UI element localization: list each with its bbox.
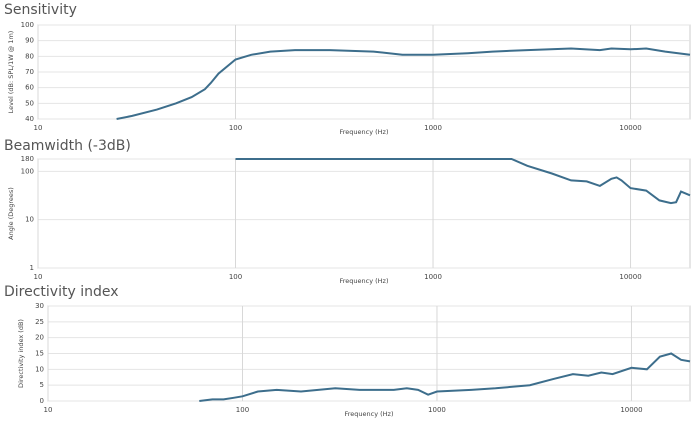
y-tick-label: 10 bbox=[35, 365, 44, 373]
y-tick-label: 1 bbox=[30, 264, 34, 272]
chart-title: Sensitivity bbox=[4, 2, 77, 18]
y-tick-label: 25 bbox=[35, 318, 44, 326]
y-tick-label: 100 bbox=[21, 21, 34, 29]
y-tick-label: 0 bbox=[40, 397, 44, 405]
x-tick-label: 100 bbox=[229, 273, 242, 281]
y-tick-label: 20 bbox=[35, 334, 44, 342]
y-tick-label: 40 bbox=[25, 115, 34, 123]
y-tick-label: 15 bbox=[35, 350, 44, 358]
y-tick-label: 50 bbox=[25, 99, 34, 107]
y-tick-label: 180 bbox=[21, 155, 34, 163]
plot-area bbox=[37, 158, 691, 269]
x-tick-label: 10000 bbox=[619, 273, 641, 281]
data-line bbox=[116, 47, 691, 120]
y-axis-label: Level (dB: SPL/1W @ 1m) bbox=[7, 31, 15, 114]
y-axis-label: Angle (Degrees) bbox=[7, 187, 15, 240]
data-line bbox=[199, 352, 691, 402]
x-tick-label: 10000 bbox=[620, 406, 642, 414]
x-tick-label: 100 bbox=[229, 124, 242, 132]
y-tick-label: 90 bbox=[25, 37, 34, 45]
y-tick-label: 100 bbox=[21, 167, 34, 175]
x-tick-label: 1000 bbox=[424, 124, 442, 132]
y-tick-label: 5 bbox=[40, 381, 44, 389]
x-axis-label: Frequency (Hz) bbox=[344, 410, 393, 418]
x-tick-label: 10 bbox=[34, 124, 43, 132]
x-tick-label: 1000 bbox=[428, 406, 446, 414]
y-tick-label: 10 bbox=[25, 216, 34, 224]
y-tick-label: 80 bbox=[25, 52, 34, 60]
y-tick-label: 30 bbox=[35, 302, 44, 310]
y-tick-label: 70 bbox=[25, 68, 34, 76]
x-tick-label: 1000 bbox=[424, 273, 442, 281]
chart-title: Beamwidth (-3dB) bbox=[4, 138, 131, 154]
x-axis-label: Frequency (Hz) bbox=[339, 277, 388, 285]
x-tick-label: 10000 bbox=[619, 124, 641, 132]
x-tick-label: 100 bbox=[236, 406, 249, 414]
x-tick-label: 10 bbox=[34, 273, 43, 281]
x-axis-label: Frequency (Hz) bbox=[339, 128, 388, 136]
chart-title: Directivity index bbox=[4, 284, 119, 300]
y-tick-label: 60 bbox=[25, 84, 34, 92]
data-line bbox=[235, 158, 691, 205]
x-tick-label: 10 bbox=[44, 406, 53, 414]
y-axis-label: Directivity index (dB) bbox=[17, 319, 25, 388]
